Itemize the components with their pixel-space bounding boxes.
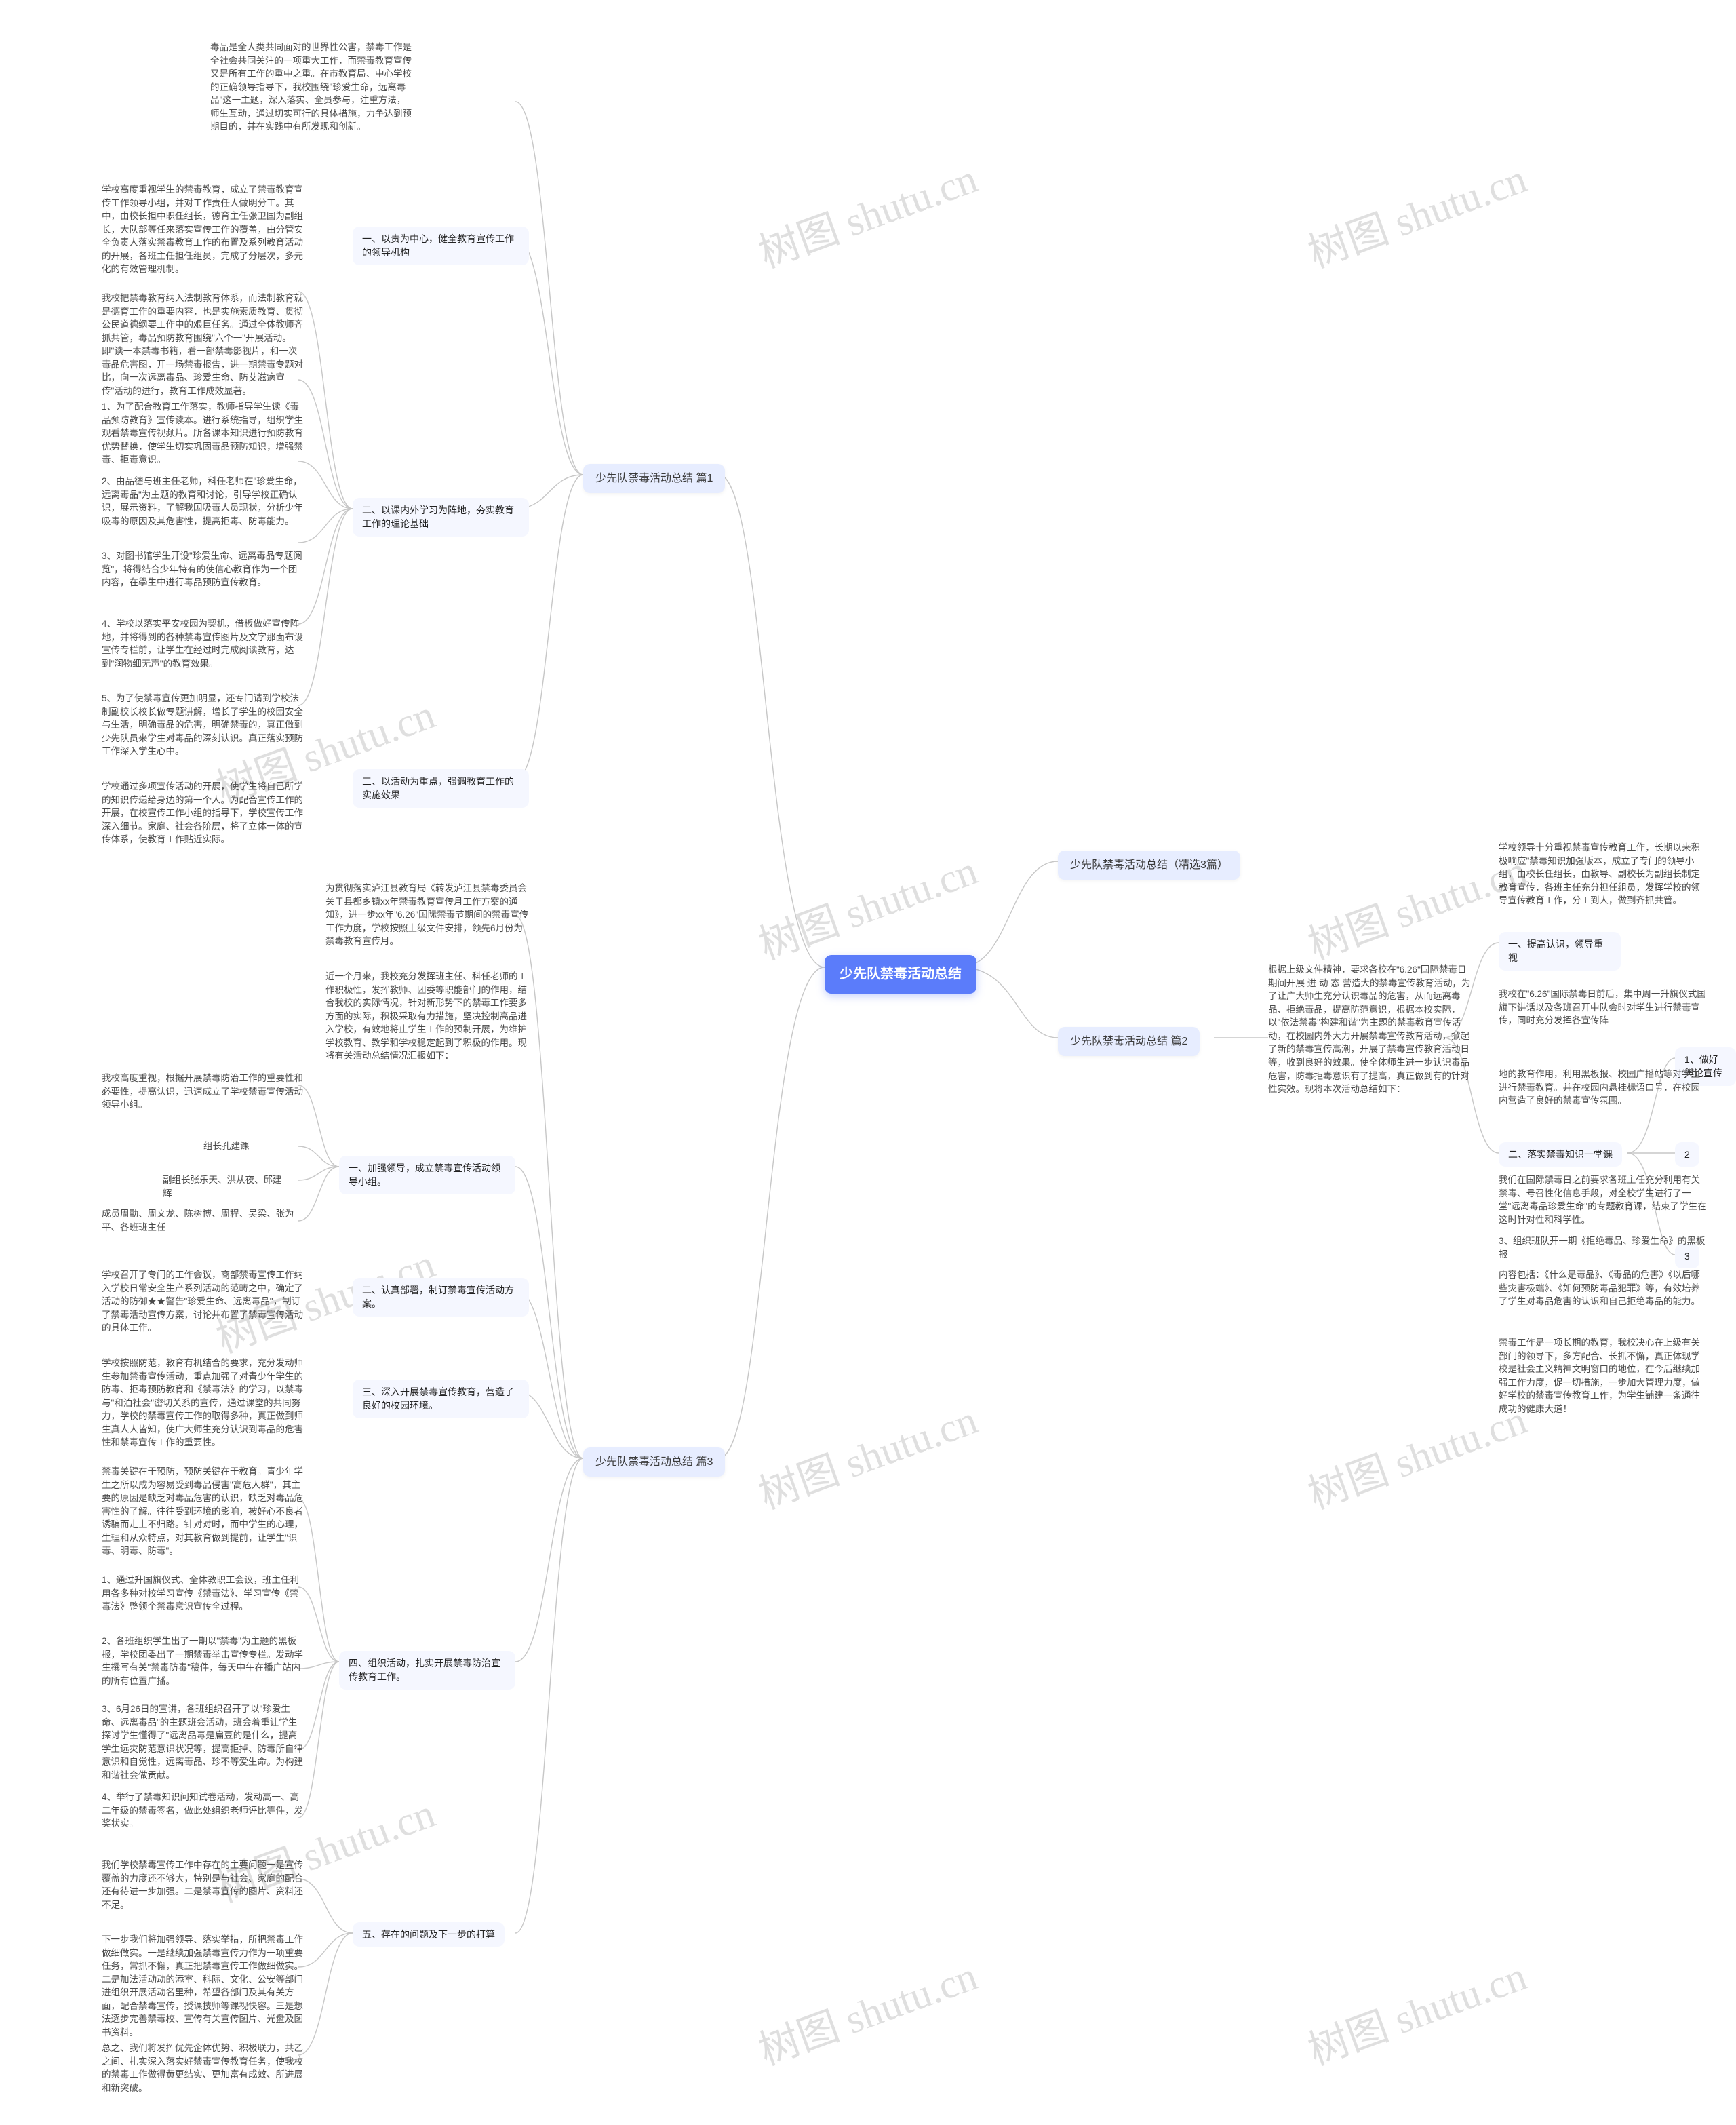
section3-sub4-l4: 4、举行了禁毒知识问知试卷活动，发动高一、高二年级的禁毒签名，做此处组织老师评比…: [102, 1791, 305, 1831]
root-node[interactable]: 少先队禁毒活动总结: [825, 955, 976, 994]
watermark: 树图 shutu.cn: [749, 1943, 984, 2077]
section3-title[interactable]: 少先队禁毒活动总结 篇3: [583, 1447, 725, 1477]
section3-sub2-leaf: 学校召开了专门的工作会议，商部禁毒宣传工作纳入学校日常安全生产系列活动的范畴之中…: [102, 1268, 305, 1335]
section3-sub1[interactable]: 一、加强领导，成立禁毒宣传活动领导小组。: [339, 1156, 515, 1194]
section2-sub2-c3-leaf1: 内容包括：《什么是毒品》、《毒品的危害》《以后哪些灾害极端》、《如何预防毒品犯罪…: [1499, 1268, 1709, 1308]
section1-sub3[interactable]: 三、以活动为重点，强调教育工作的实施效果: [353, 769, 529, 808]
section3-sub1-c1: 组长孔建课: [203, 1139, 250, 1153]
section2-intro: 根据上级文件精神，要求各校在"6.26"国际禁毒日期间开展 进 动 态 营造大的…: [1268, 963, 1472, 1096]
section3-sub1-c3: 成员周勤、周文龙、陈树博、周程、吴梁、张为平、各班班主任: [102, 1207, 305, 1234]
section1-sub2-l1: 1、为了配合教育工作落实，教师指导学生读《毒品预防教育》宣传读本。进行系统指导，…: [102, 400, 305, 467]
section2-sub2-c1-leaf1: 我校在"6.26"国际禁毒日前后，集中周一升旗仪式国旗下讲话以及各班召开中队会时…: [1499, 988, 1709, 1028]
section3-sub4-l1: 1、通过升国旗仪式、全体教职工会议，班主任利用各多种对校学习宣传《禁毒法》、学习…: [102, 1574, 305, 1614]
section3-sub2[interactable]: 二、认真部署，制订禁毒宣传活动方案。: [353, 1278, 529, 1317]
section1-sub2-l3: 3、对图书馆学生开设"珍爱生命、远离毒品专题阅览"，将得结合少年特有的使信心教育…: [102, 549, 305, 589]
section1-title[interactable]: 少先队禁毒活动总结 篇1: [583, 464, 725, 493]
section2-sub2-c3-label: 3、组织班队开一期《拒绝毒品、珍爱生命》的黑板报: [1499, 1234, 1709, 1261]
section2-sub1-leaf: 学校领导十分重视禁毒宣传教育工作，长期以来积极响应"禁毒知识加强版本，成立了专门…: [1499, 841, 1709, 908]
section2-sub2-c3-leaf2: 禁毒工作是一项长期的教育，我校决心在上级有关部门的领导下，多方配合、长抓不懈，真…: [1499, 1336, 1709, 1416]
section1-sub3-leaf: 学校通过多项宣传活动的开展，使学生将自己所学的知识传递给身边的第一个人。为配合宣…: [102, 780, 305, 846]
section1-sub2-l4: 4、学校以落实平安校园为契机，借板做好宣传阵地，并将得到的各种禁毒宣传图片及文字…: [102, 617, 305, 670]
watermark: 树图 shutu.cn: [1299, 1943, 1533, 2077]
section2-sub2-c1-leaf2: 地的教育作用，利用黑板报、校园广播站等对学生进行禁毒教育。并在校园内悬挂标语口号…: [1499, 1068, 1709, 1108]
section2-sub2-c2[interactable]: 2: [1675, 1142, 1699, 1167]
section2-sub2-c2-leaf: 我们在国际禁毒日之前要求各班主任充分利用有关禁毒、号召性化信息手段，对全校学生进…: [1499, 1173, 1709, 1226]
watermark: 树图 shutu.cn: [749, 1387, 984, 1521]
section2-sub2[interactable]: 二、落实禁毒知识一堂课: [1499, 1142, 1622, 1167]
section1-sub1-leaf: 学校高度重视学生的禁毒教育，成立了禁毒教育宣传工作领导小组，并对工作责任人做明分…: [102, 183, 305, 276]
section3-sub1-c2: 副组长张乐天、洪从夜、邱建辉: [163, 1173, 285, 1200]
section3-sub5-l2: 下一步我们将加强领导、落实举措，所把禁毒工作做细做实。一是继续加强禁毒宣传力作为…: [102, 1933, 305, 2040]
section3-sub4-l3: 3、6月26日的宣讲，各班组织召开了以"珍爱生命、远离毒品"的主题班会活动，班会…: [102, 1702, 305, 1782]
section1-sub1[interactable]: 一、以责为中心，健全教育宣传工作的领导机构: [353, 227, 529, 265]
section3-sub4[interactable]: 四、组织活动，扎实开展禁毒防治宣传教育工作。: [339, 1651, 515, 1690]
section2-title[interactable]: 少先队禁毒活动总结 篇2: [1058, 1027, 1200, 1056]
section1-sub2[interactable]: 二、以课内外学习为阵地，夯实教育工作的理论基础: [353, 498, 529, 537]
watermark: 树图 shutu.cn: [749, 146, 984, 279]
section3-intro: 为贯彻落实泸江县教育局《转发泸江县禁毒委员会关于县都乡镇xx年禁毒教育宣传月工作…: [326, 882, 529, 948]
section3-sub5-l1: 我们学校禁毒宣传工作中存在的主要问题一是宣传覆盖的力度还不够大，特别是与社会、家…: [102, 1858, 305, 1911]
section3-sub5-l3: 总之、我们将发挥优先企体优势、积极联力，共乙之间、扎实深入落实好禁毒宣传教育任务…: [102, 2042, 305, 2094]
section3-sub1-footer: 近一个月来，我校充分发挥班主任、科任老师的工作积极性，发挥教师、团委等职能部门的…: [326, 970, 529, 1063]
watermark: 树图 shutu.cn: [1299, 146, 1533, 279]
watermark: 树图 shutu.cn: [749, 838, 984, 971]
section2-sub1[interactable]: 一、提高认识，领导重视: [1499, 932, 1621, 971]
section3-sub3[interactable]: 三、深入开展禁毒宣传教育，营造了良好的校园环境。: [353, 1380, 529, 1418]
right-intro[interactable]: 少先队禁毒活动总结（精选3篇）: [1058, 851, 1240, 880]
section3-sub4-intro: 禁毒关键在于预防，预防关键在于教育。青少年学生之所以成为容易受到毒品侵害"高危人…: [102, 1465, 305, 1558]
section1-intro: 毒品是全人类共同面对的世界性公害，禁毒工作是全社会共同关注的一项重大工作，而禁毒…: [210, 41, 414, 134]
section1-sub2-l5: 5、为了使禁毒宣传更加明显，还专门请到学校法制副校长校长做专题讲解，增长了学生的…: [102, 692, 305, 758]
section1-sub2-intro: 我校把禁毒教育纳入法制教育体系，而法制教育就是德育工作的重要内容，也是实施素质教…: [102, 292, 305, 398]
section3-sub4-l2: 2、各班组织学生出了一期以"禁毒"为主题的黑板报，学校团委出了一期禁毒举击宣传专…: [102, 1635, 305, 1688]
section1-sub2-l2: 2、由品德与班主任老师，科任老师在"珍爱生命，远离毒品"为主题的教育和讨论，引导…: [102, 475, 305, 528]
section3-sub3-leaf: 学校按照防范，教育有机结合的要求，充分发动师生参加禁毒宣传活动，重点加强了对青少…: [102, 1357, 305, 1449]
section3-sub5[interactable]: 五、存在的问题及下一步的打算: [353, 1922, 505, 1947]
section3-sub1-intro: 我校高度重视，根据开展禁毒防治工作的重要性和必要性，提高认识，迅速成立了学校禁毒…: [102, 1072, 305, 1112]
